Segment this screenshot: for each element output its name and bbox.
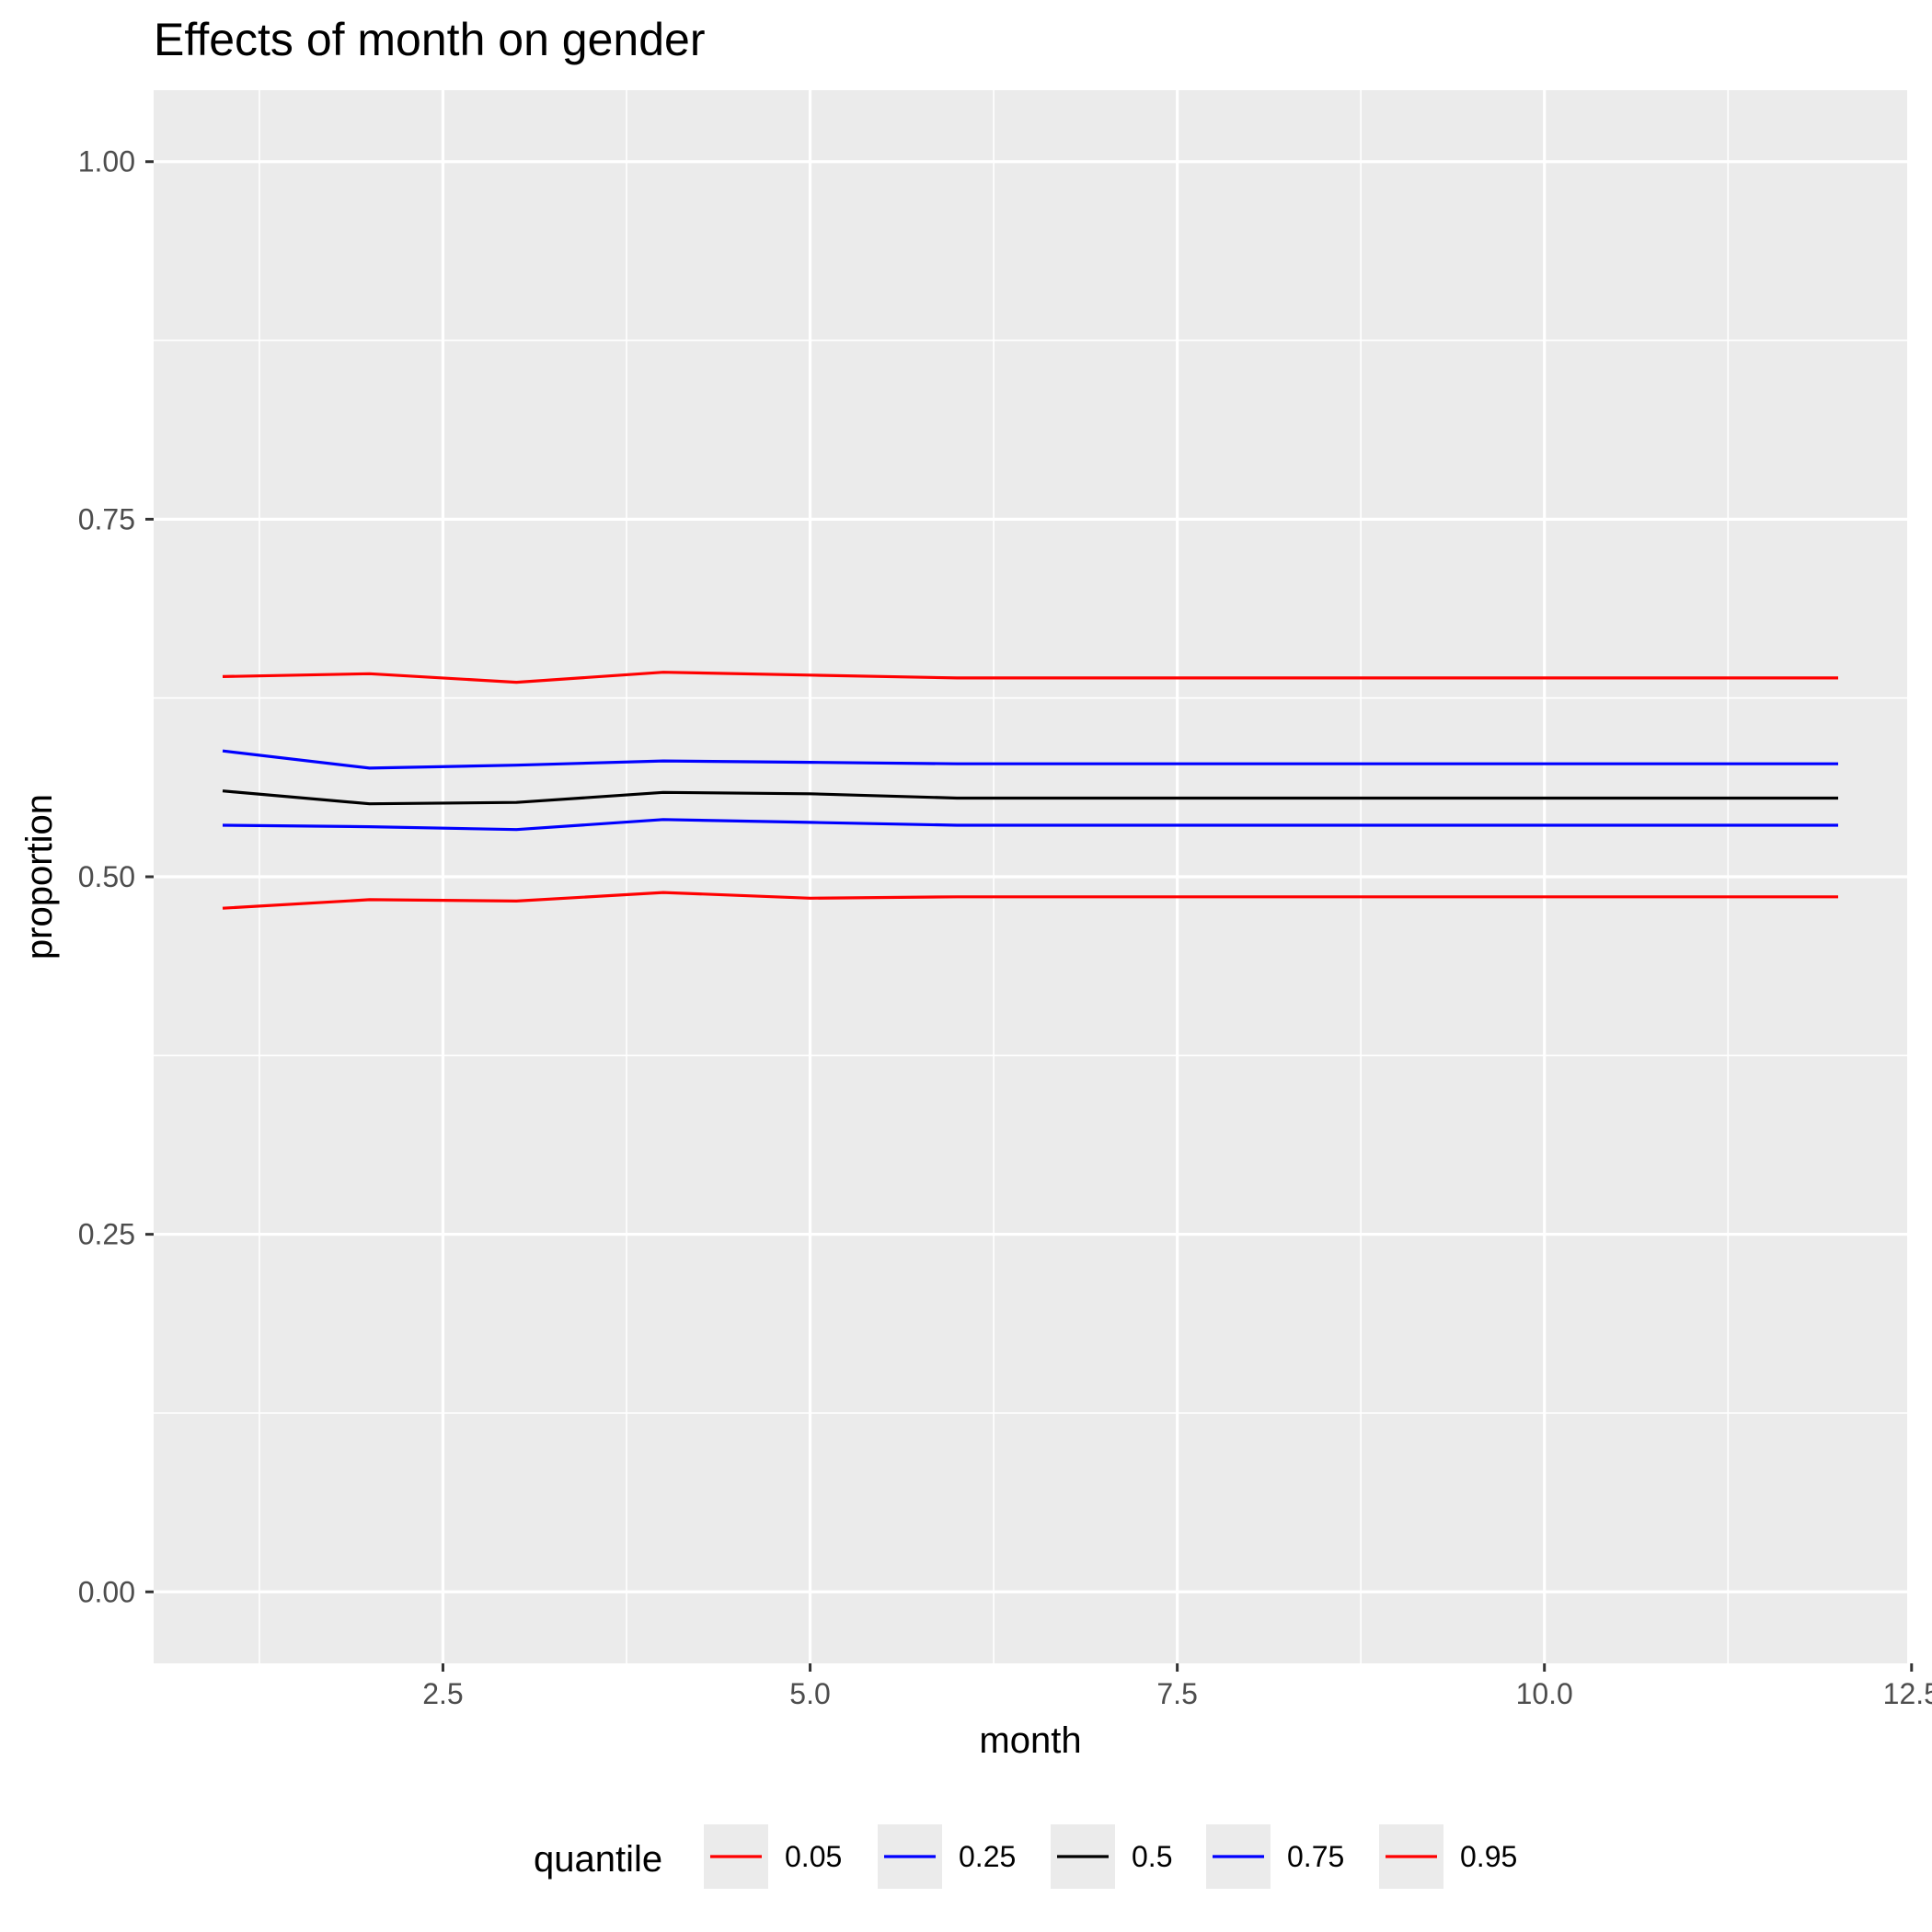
legend-title: quantile bbox=[534, 1839, 662, 1880]
legend-item-0-75: 0.75 bbox=[1206, 1824, 1344, 1889]
y-tick-label: 0.00 bbox=[78, 1575, 135, 1608]
y-tick-label: 0.50 bbox=[78, 860, 135, 893]
legend-item-0-5: 0.5 bbox=[1051, 1824, 1172, 1889]
x-axis: 2.5 5.0 7.5 10.0 12.5 bbox=[422, 1663, 1932, 1710]
x-axis-title: month bbox=[979, 1720, 1081, 1761]
y-tick-label: 0.25 bbox=[78, 1218, 135, 1251]
chart-title: Effects of month on gender bbox=[154, 14, 705, 65]
legend-item-0-05: 0.05 bbox=[704, 1824, 842, 1889]
x-tick-label: 2.5 bbox=[422, 1677, 463, 1710]
legend-label: 0.75 bbox=[1287, 1840, 1344, 1873]
x-tick-label: 10.0 bbox=[1516, 1677, 1573, 1710]
series-layer bbox=[222, 671, 1838, 910]
x-tick-label: 5.0 bbox=[789, 1677, 830, 1710]
legend-label: 0.25 bbox=[959, 1840, 1016, 1873]
legend-item-0-95: 0.95 bbox=[1379, 1824, 1517, 1889]
series-line-0-25 bbox=[222, 818, 1838, 832]
legend-label: 0.05 bbox=[785, 1840, 842, 1873]
y-tick-label: 1.00 bbox=[78, 145, 135, 178]
y-axis-title: proportion bbox=[19, 794, 60, 960]
x-tick-label: 7.5 bbox=[1156, 1677, 1197, 1710]
y-tick-label: 0.75 bbox=[78, 502, 135, 535]
legend-label: 0.5 bbox=[1132, 1840, 1172, 1873]
legend-label: 0.95 bbox=[1460, 1840, 1517, 1873]
series-line-0-5 bbox=[222, 789, 1838, 806]
legend-item-0-25: 0.25 bbox=[878, 1824, 1016, 1889]
series-line-0-95 bbox=[222, 671, 1838, 684]
y-axis: 0.00 0.25 0.50 0.75 1.00 bbox=[78, 145, 154, 1608]
series-line-0-05 bbox=[222, 891, 1838, 910]
legend: quantile 0.05 0.25 0.5 0.75 0.95 bbox=[534, 1824, 1517, 1889]
grid-major bbox=[154, 90, 1914, 1663]
series-line-0-75 bbox=[222, 749, 1838, 770]
x-tick-label: 12.5 bbox=[1883, 1677, 1932, 1710]
